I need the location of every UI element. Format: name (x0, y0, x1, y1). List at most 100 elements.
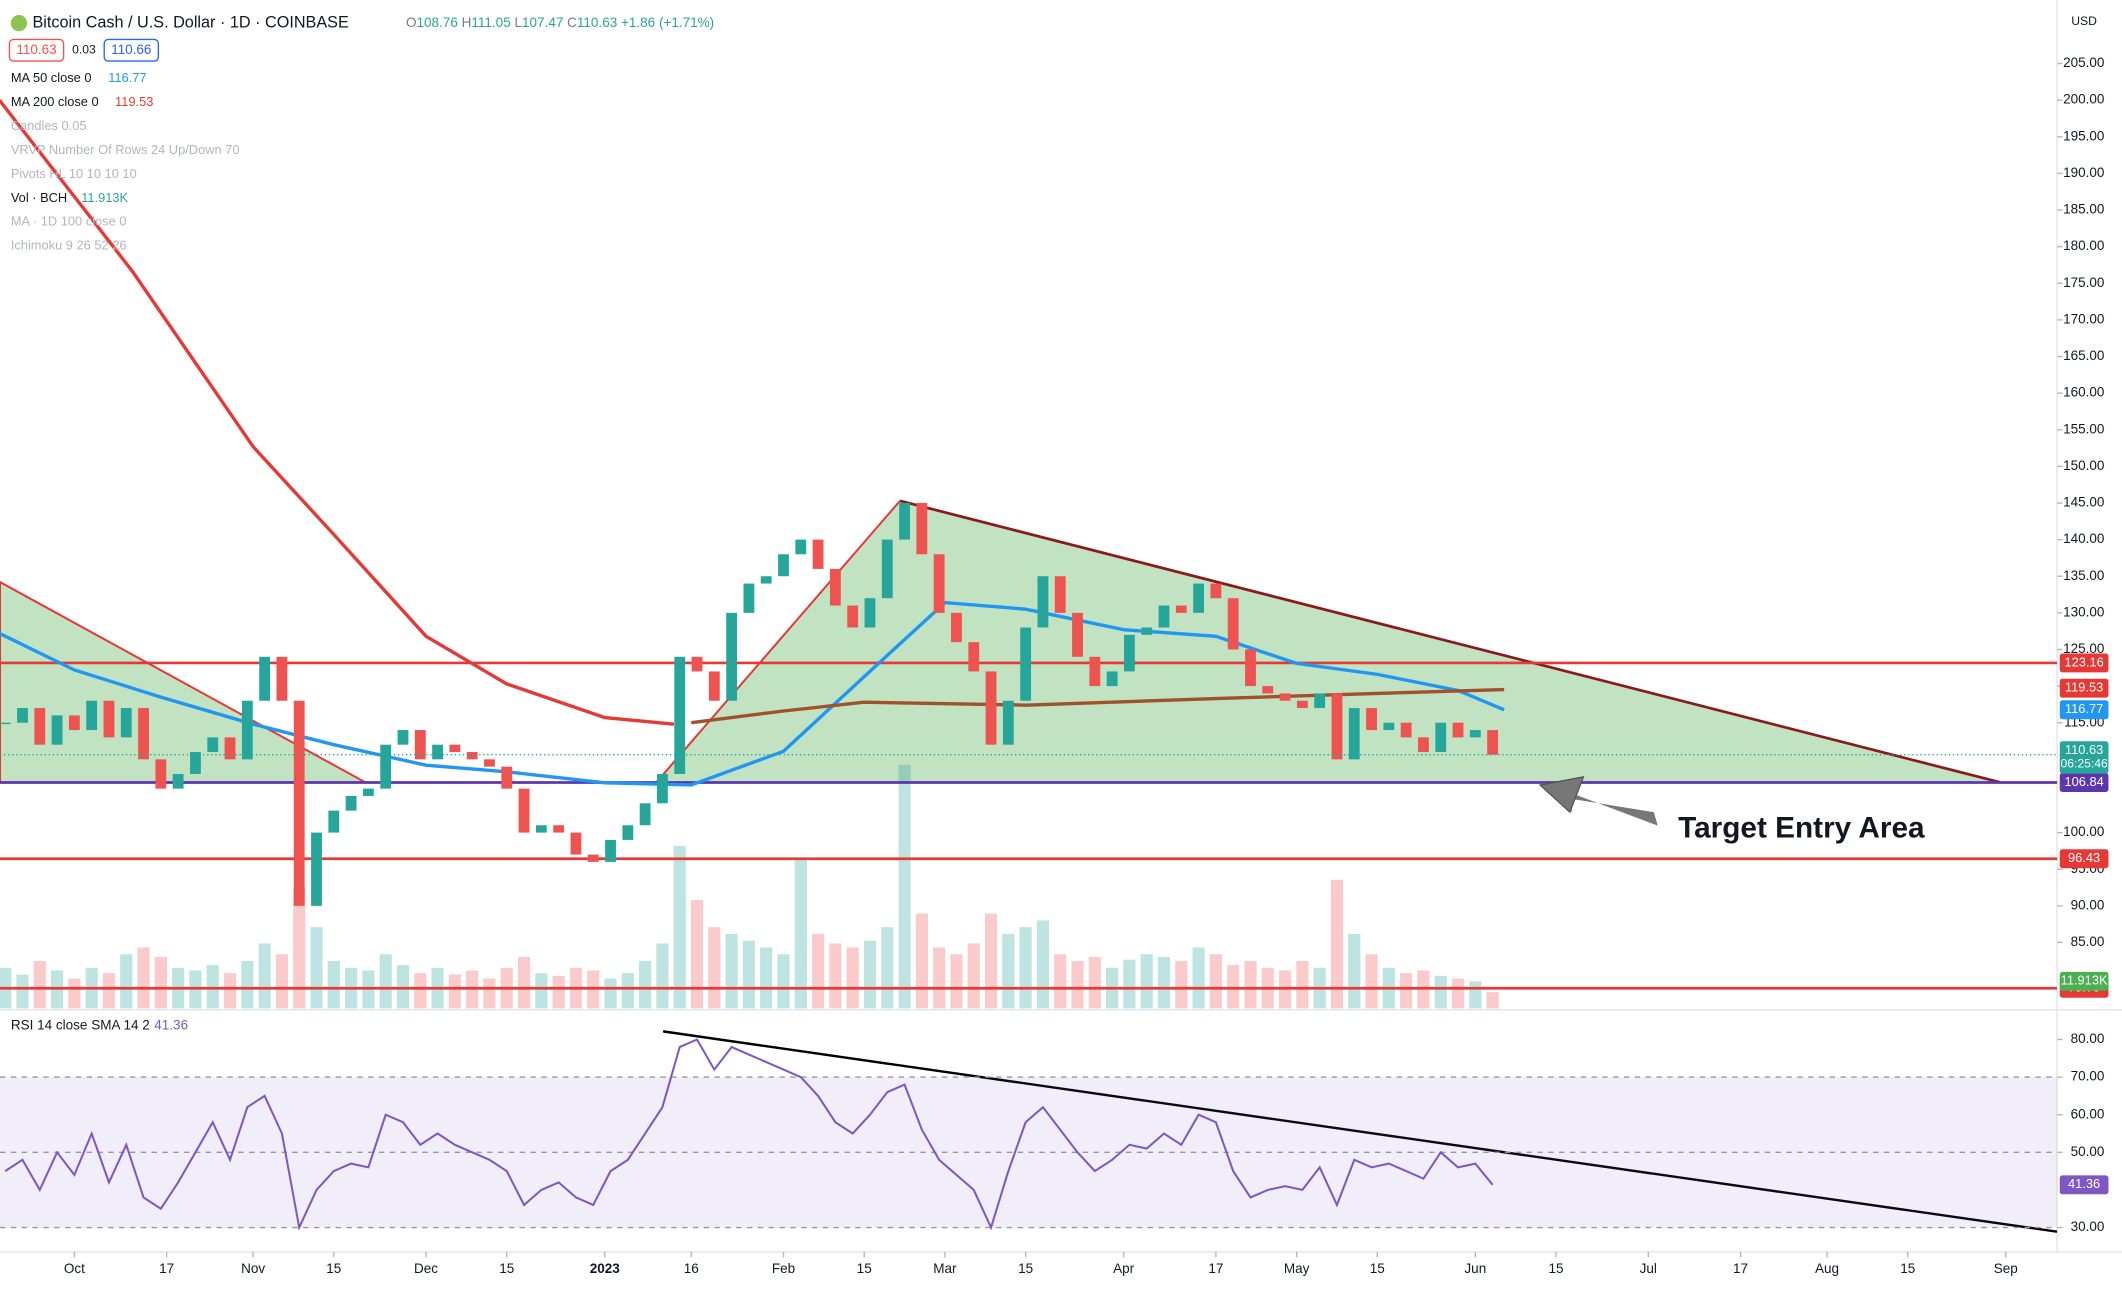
candle-body (259, 656, 271, 701)
x-tick-label: Oct (64, 1261, 85, 1276)
candle-body (1469, 730, 1481, 738)
candle-body (68, 715, 80, 731)
volume-bar (1296, 960, 1309, 1009)
candle-body (1037, 576, 1049, 628)
candle-body (743, 583, 755, 613)
x-tick-label: 17 (1733, 1261, 1748, 1276)
symbol: Bitcoin Cash / U.S. Dollar · 1D · COINBA… (32, 13, 349, 31)
rsi-line (4, 1038, 1494, 1231)
y-tick-label: 100.00 (2063, 824, 2104, 839)
volume-bar (725, 933, 738, 1009)
ma-badge: 116.77 (2065, 701, 2103, 716)
volume-bar (448, 974, 461, 1009)
candle-body (1331, 693, 1343, 760)
candle-body (570, 832, 582, 855)
candle-body (553, 825, 565, 833)
indicator-value: 11.913K (81, 190, 128, 205)
level-badge-bg (2059, 849, 2109, 869)
indicator-name: MA 50 close 0 (11, 70, 92, 85)
volume-bar (811, 933, 825, 1009)
volume-bar (120, 954, 133, 1009)
candle-body (795, 539, 807, 555)
volume-bar (933, 947, 946, 1009)
candle-body (466, 752, 478, 760)
x-tick-label: 2023 (590, 1261, 621, 1276)
rsi-trend-line (662, 1030, 2058, 1233)
candle-body (691, 656, 703, 672)
candle-body (190, 752, 201, 774)
indicator-name: Pivots HL 10 10 10 10 (11, 166, 137, 181)
currency[interactable]: USD (2071, 14, 2097, 28)
y-tick-label: 130.00 (2063, 604, 2104, 619)
volume-bar (258, 943, 271, 1009)
candle-body (1314, 693, 1326, 709)
volume-bar (1088, 956, 1101, 1009)
candle-body (639, 803, 651, 826)
indicator-name: MA 200 close 0 (11, 94, 99, 109)
candle-body (933, 554, 945, 613)
candle-body (1227, 598, 1239, 650)
volume-bar (293, 886, 306, 1009)
ma-badge-bg (2059, 700, 2109, 720)
indicator-name: VRVP Number Of Rows 24 Up/Down 70 (11, 142, 240, 157)
x-tick-label: 15 (499, 1261, 514, 1276)
y-tick-label: 160.00 (2063, 385, 2104, 400)
ask-box[interactable] (103, 38, 160, 62)
candle-body (674, 656, 686, 774)
volume-bar (967, 943, 980, 1009)
candle-body (86, 700, 98, 731)
price-badge: 110.63 (2065, 742, 2103, 757)
candle-body (484, 759, 495, 767)
candle-body (881, 539, 893, 599)
ohlc: O108.76 H111.05 L107.47 C110.63 +1.86 (+… (406, 15, 714, 30)
candle-body (1002, 700, 1014, 745)
y-tick-label: 140.00 (2063, 531, 2104, 546)
candle-body (276, 656, 288, 701)
candle-body (726, 612, 738, 701)
arrow-head (1538, 776, 1585, 814)
candle-body (864, 598, 876, 628)
candle-body (899, 502, 910, 540)
candle-body (172, 773, 184, 789)
plot (0, 99, 2058, 1009)
x-tick-label: Apr (1113, 1261, 1135, 1276)
ohlc-key: O (406, 15, 417, 30)
volume-bar (621, 973, 634, 1009)
y-tick-label: 200.00 (2063, 92, 2104, 107)
bid-box[interactable] (8, 38, 65, 62)
ohlc-value: 107.47 (522, 15, 563, 30)
volume-badge: 11.913K (2061, 973, 2108, 988)
candle-body (985, 671, 997, 745)
x-tick-label: 17 (1208, 1261, 1223, 1276)
volume-bar (846, 947, 859, 1009)
candle-body (51, 715, 63, 745)
rsi-tick-label: 60.00 (2071, 1106, 2105, 1121)
level-badge: 123.16 (2064, 654, 2103, 669)
volume-bar (950, 954, 963, 1009)
candle-body (414, 730, 426, 760)
candle-body (207, 737, 219, 753)
candle-body (1366, 708, 1377, 731)
indicator-name: Candles 0.05 (11, 118, 87, 133)
x-tick-label: Jun (1464, 1261, 1486, 1276)
x-tick-label: May (1284, 1261, 1310, 1276)
y-tick-label: 170.00 (2063, 311, 2104, 326)
level-badge: 106.84 (2064, 774, 2103, 789)
candle-body (829, 568, 841, 606)
y-tick-label: 150.00 (2063, 458, 2104, 473)
rsi-badge: 41.36 (2068, 1176, 2100, 1191)
y-tick-label: 185.00 (2063, 202, 2104, 217)
candle-body (224, 737, 236, 760)
x-tick-label: 15 (326, 1261, 341, 1276)
candle-body (1020, 627, 1032, 701)
volume-bar (777, 954, 790, 1009)
volume-bar (1209, 954, 1222, 1009)
candle-body (1279, 693, 1291, 701)
candle-body (241, 700, 253, 760)
candle-body (847, 605, 859, 628)
volume-bar (881, 927, 894, 1009)
volume-bar (1330, 879, 1344, 1009)
volume-bar (1486, 992, 1499, 1009)
